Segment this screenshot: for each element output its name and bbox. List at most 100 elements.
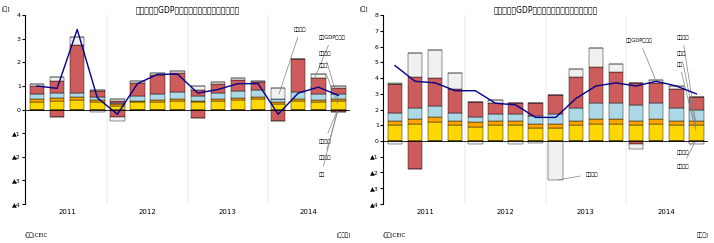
Bar [211,84,225,93]
Y-axis label: [％]: [％] [1,6,10,12]
Bar [191,110,205,118]
Text: 誤差など: 誤差など [676,35,696,124]
Bar [408,108,422,119]
Bar [151,103,165,110]
Bar [408,141,422,169]
Bar [331,86,346,88]
Bar [110,103,125,104]
Bar [468,102,483,117]
Bar [629,83,643,105]
Bar [568,77,583,108]
Bar [50,101,64,110]
Bar [388,84,402,113]
Bar [211,101,225,110]
Text: 投資: 投資 [676,61,695,130]
Bar [508,141,523,144]
Bar [311,103,326,110]
Bar [70,45,84,93]
Bar [50,93,64,98]
Bar [151,94,165,100]
Bar [50,81,64,93]
Bar [388,83,402,84]
Bar [151,73,165,75]
Bar [689,121,703,125]
Text: 四半期]: 四半期] [697,232,708,238]
Bar [211,99,225,101]
Bar [548,141,563,180]
Bar [528,128,543,141]
Bar [70,93,84,97]
Bar [689,110,703,121]
Text: 純輸出: 純輸出 [318,63,338,104]
Bar [629,141,643,144]
Bar [468,141,483,144]
Bar [448,121,463,125]
Bar [90,103,104,110]
Bar [231,80,245,91]
Bar [50,77,64,81]
Bar [211,93,225,99]
Bar [629,121,643,125]
Bar [251,97,266,99]
Bar [448,125,463,141]
Bar [548,124,563,128]
Bar [191,96,205,101]
Bar [191,87,205,90]
Bar [70,97,84,100]
Text: 実質GDP成長率: 実質GDP成長率 [626,38,655,79]
Title: 韓国の実質GDP成長率（前年同期比、原系列）: 韓国の実質GDP成長率（前年同期比、原系列） [493,6,598,15]
Bar [528,141,543,143]
Bar [30,86,44,94]
Bar [448,89,463,113]
Bar [548,95,563,114]
Bar [448,113,463,121]
Bar [331,94,346,99]
Bar [669,108,683,121]
Bar [291,99,306,101]
Bar [649,80,663,83]
Bar [388,113,402,121]
Bar [90,100,104,103]
Bar [331,99,346,101]
Bar [629,105,643,121]
Bar [609,119,623,124]
Bar [110,101,125,103]
Bar [231,98,245,100]
Bar [90,91,104,97]
Bar [251,99,266,110]
Bar [468,117,483,122]
Text: 政府消費: 政府消費 [318,110,338,144]
Y-axis label: [％]: [％] [359,6,368,12]
Bar [649,124,663,141]
Bar [588,119,603,124]
Text: 純輸出: 純輸出 [676,51,696,127]
Bar [448,73,463,89]
Bar [428,78,443,106]
Bar [271,110,286,121]
Bar [468,127,483,141]
Bar [669,125,683,141]
Bar [251,89,266,97]
Bar [689,97,703,110]
Bar [90,110,104,112]
Bar [231,78,245,80]
Text: (資料)CEIC: (資料)CEIC [25,232,49,238]
Bar [568,108,583,121]
Bar [408,124,422,141]
Bar [689,125,703,141]
Title: 韓国の実質GDP成長率（前期比、季節調整済）: 韓国の実質GDP成長率（前期比、季節調整済） [136,6,240,15]
Bar [629,144,643,149]
Bar [251,82,266,89]
Bar [90,89,104,91]
Bar [468,122,483,127]
Bar [488,100,503,103]
Bar [110,104,125,106]
Bar [408,119,422,124]
Bar [488,125,503,141]
Bar [110,117,125,121]
Bar [311,78,326,94]
Bar [171,92,185,99]
Bar [271,103,286,104]
Bar [508,103,523,114]
Text: 在庫変動: 在庫変動 [558,172,598,180]
